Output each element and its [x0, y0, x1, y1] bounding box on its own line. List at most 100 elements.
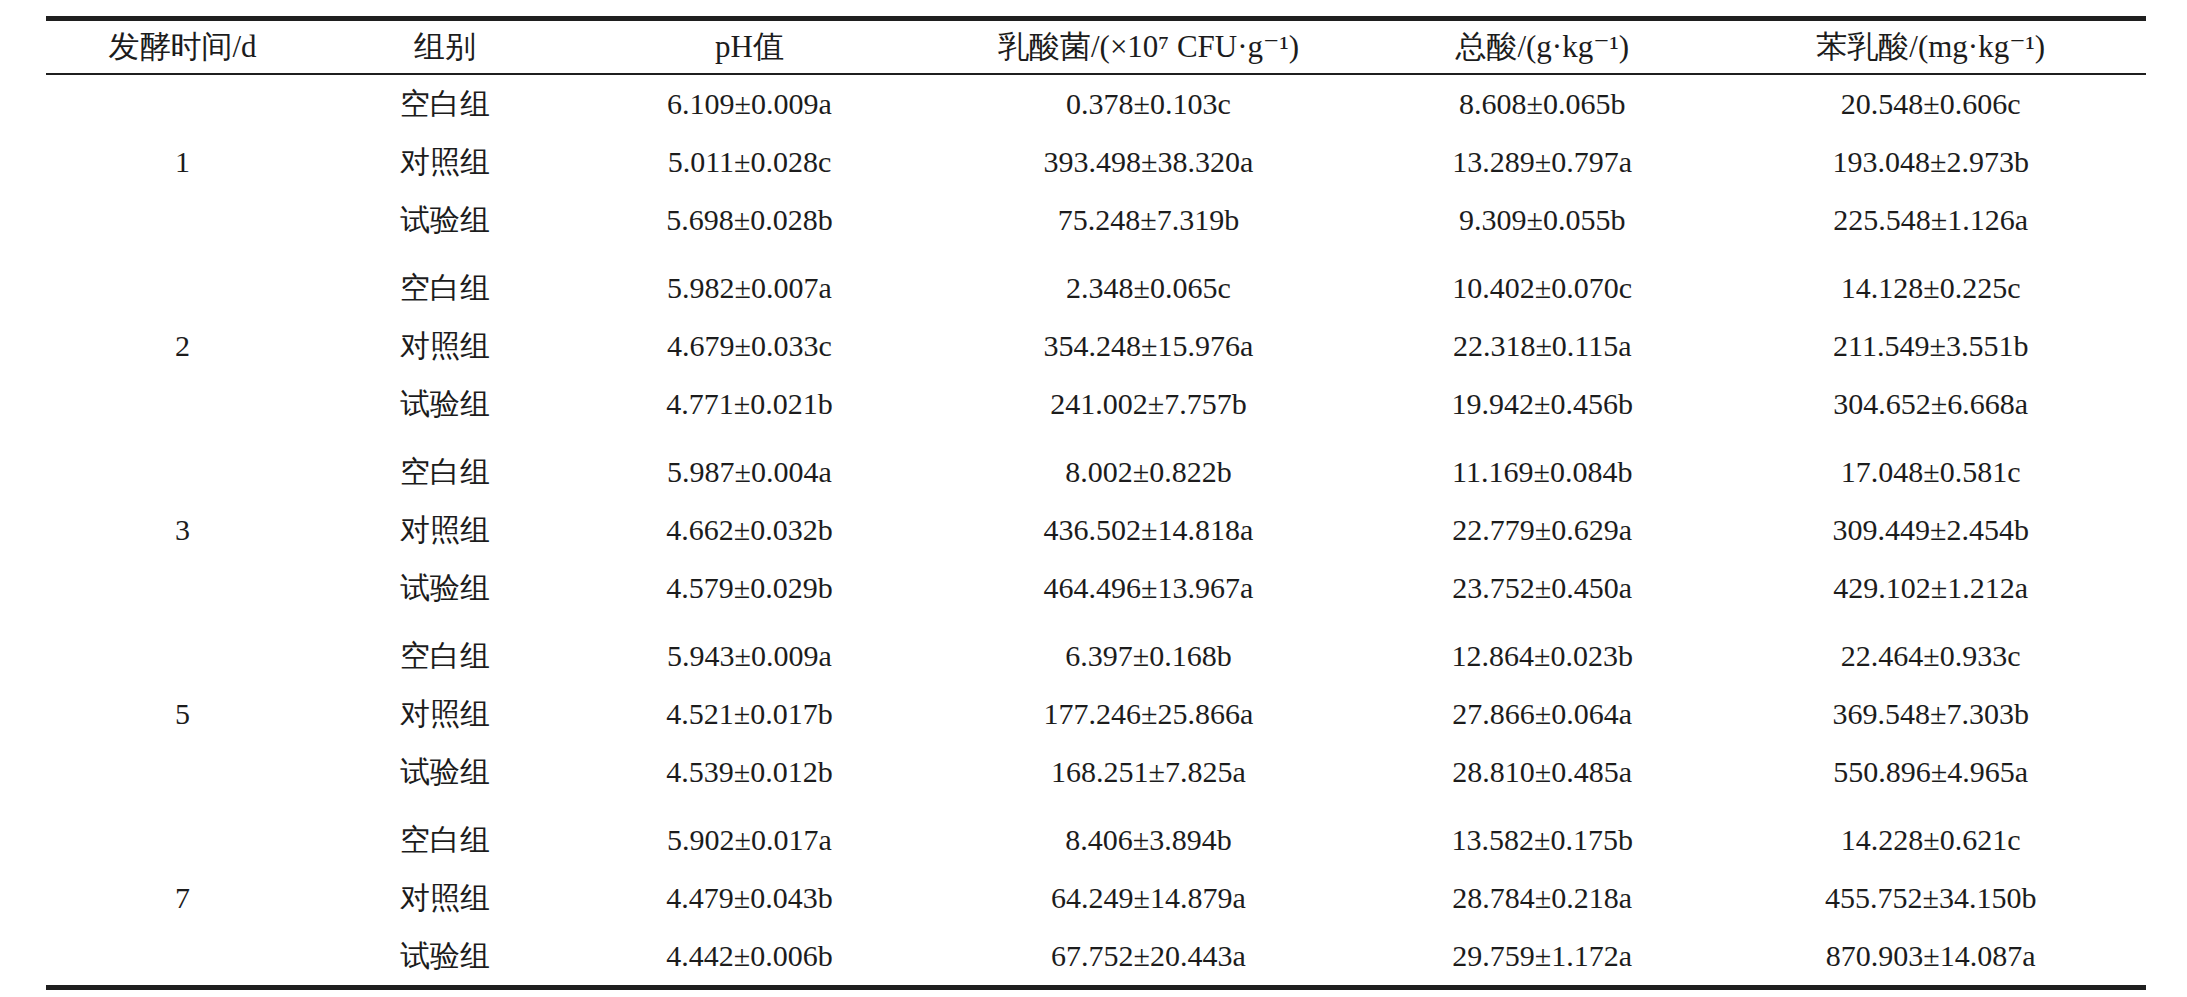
ph-cell: 5.982±0.007a	[571, 249, 928, 317]
table-row: 对照组 5.011±0.028c 393.498±38.320a 13.289±…	[46, 133, 2146, 191]
acid-cell: 28.784±0.218a	[1369, 869, 1716, 927]
ph-cell: 5.902±0.017a	[571, 801, 928, 869]
lab-cell: 168.251±7.825a	[928, 743, 1369, 801]
group-cell: 试验组	[319, 375, 571, 433]
day-cell: 7	[46, 801, 319, 988]
header-group: 组别	[319, 19, 571, 75]
table-row: 5 空白组 5.943±0.009a 6.397±0.168b 12.864±0…	[46, 617, 2146, 685]
ph-cell: 4.771±0.021b	[571, 375, 928, 433]
pla-cell: 193.048±2.973b	[1716, 133, 2147, 191]
header-row: 发酵时间/d 组别 pH值 乳酸菌/(×10⁷ CFU·g⁻¹) 总酸/(g·k…	[46, 19, 2146, 75]
group-cell: 对照组	[319, 501, 571, 559]
ph-cell: 4.662±0.032b	[571, 501, 928, 559]
lab-cell: 8.406±3.894b	[928, 801, 1369, 869]
acid-cell: 13.289±0.797a	[1369, 133, 1716, 191]
lab-cell: 0.378±0.103c	[928, 74, 1369, 133]
table-row: 试验组 4.539±0.012b 168.251±7.825a 28.810±0…	[46, 743, 2146, 801]
acid-cell: 19.942±0.456b	[1369, 375, 1716, 433]
acid-cell: 9.309±0.055b	[1369, 191, 1716, 249]
group-cell: 空白组	[319, 74, 571, 133]
acid-cell: 12.864±0.023b	[1369, 617, 1716, 685]
acid-cell: 13.582±0.175b	[1369, 801, 1716, 869]
lab-cell: 75.248±7.319b	[928, 191, 1369, 249]
pla-cell: 17.048±0.581c	[1716, 433, 2147, 501]
table-body: 1 空白组 6.109±0.009a 0.378±0.103c 8.608±0.…	[46, 74, 2146, 988]
table-row: 1 空白组 6.109±0.009a 0.378±0.103c 8.608±0.…	[46, 74, 2146, 133]
group-cell: 空白组	[319, 249, 571, 317]
table-row: 3 空白组 5.987±0.004a 8.002±0.822b 11.169±0…	[46, 433, 2146, 501]
pla-cell: 211.549±3.551b	[1716, 317, 2147, 375]
header-lactic-acid-bacteria: 乳酸菌/(×10⁷ CFU·g⁻¹)	[928, 19, 1369, 75]
header-total-acid: 总酸/(g·kg⁻¹)	[1369, 19, 1716, 75]
group-cell: 试验组	[319, 191, 571, 249]
group-cell: 空白组	[319, 433, 571, 501]
paper-table-page: 发酵时间/d 组别 pH值 乳酸菌/(×10⁷ CFU·g⁻¹) 总酸/(g·k…	[0, 0, 2187, 997]
ph-cell: 4.521±0.017b	[571, 685, 928, 743]
lab-cell: 8.002±0.822b	[928, 433, 1369, 501]
group-cell: 空白组	[319, 801, 571, 869]
pla-cell: 550.896±4.965a	[1716, 743, 2147, 801]
lab-cell: 393.498±38.320a	[928, 133, 1369, 191]
group-cell: 对照组	[319, 869, 571, 927]
lab-cell: 6.397±0.168b	[928, 617, 1369, 685]
group-cell: 对照组	[319, 317, 571, 375]
lab-cell: 64.249±14.879a	[928, 869, 1369, 927]
group-cell: 试验组	[319, 927, 571, 988]
acid-cell: 23.752±0.450a	[1369, 559, 1716, 617]
day-cell: 3	[46, 433, 319, 617]
table-row: 对照组 4.662±0.032b 436.502±14.818a 22.779±…	[46, 501, 2146, 559]
table-row: 7 空白组 5.902±0.017a 8.406±3.894b 13.582±0…	[46, 801, 2146, 869]
acid-cell: 10.402±0.070c	[1369, 249, 1716, 317]
header-phenyllactic-acid: 苯乳酸/(mg·kg⁻¹)	[1716, 19, 2147, 75]
table-row: 试验组 5.698±0.028b 75.248±7.319b 9.309±0.0…	[46, 191, 2146, 249]
ph-cell: 5.943±0.009a	[571, 617, 928, 685]
lab-cell: 67.752±20.443a	[928, 927, 1369, 988]
ph-cell: 5.698±0.028b	[571, 191, 928, 249]
table-row: 对照组 4.521±0.017b 177.246±25.866a 27.866±…	[46, 685, 2146, 743]
pla-cell: 22.464±0.933c	[1716, 617, 2147, 685]
pla-cell: 14.128±0.225c	[1716, 249, 2147, 317]
lab-cell: 464.496±13.967a	[928, 559, 1369, 617]
ph-cell: 4.442±0.006b	[571, 927, 928, 988]
day-cell: 5	[46, 617, 319, 801]
group-cell: 对照组	[319, 685, 571, 743]
acid-cell: 28.810±0.485a	[1369, 743, 1716, 801]
table-row: 2 空白组 5.982±0.007a 2.348±0.065c 10.402±0…	[46, 249, 2146, 317]
group-cell: 试验组	[319, 559, 571, 617]
ph-cell: 5.987±0.004a	[571, 433, 928, 501]
table-row: 对照组 4.479±0.043b 64.249±14.879a 28.784±0…	[46, 869, 2146, 927]
acid-cell: 11.169±0.084b	[1369, 433, 1716, 501]
lab-cell: 177.246±25.866a	[928, 685, 1369, 743]
ph-cell: 4.479±0.043b	[571, 869, 928, 927]
acid-cell: 8.608±0.065b	[1369, 74, 1716, 133]
group-cell: 试验组	[319, 743, 571, 801]
pla-cell: 225.548±1.126a	[1716, 191, 2147, 249]
pla-cell: 14.228±0.621c	[1716, 801, 2147, 869]
day-cell: 1	[46, 74, 319, 249]
pla-cell: 455.752±34.150b	[1716, 869, 2147, 927]
group-cell: 对照组	[319, 133, 571, 191]
acid-cell: 22.779±0.629a	[1369, 501, 1716, 559]
ph-cell: 4.679±0.033c	[571, 317, 928, 375]
table-row: 试验组 4.579±0.029b 464.496±13.967a 23.752±…	[46, 559, 2146, 617]
pla-cell: 870.903±14.087a	[1716, 927, 2147, 988]
header-ph: pH值	[571, 19, 928, 75]
fermentation-results-table: 发酵时间/d 组别 pH值 乳酸菌/(×10⁷ CFU·g⁻¹) 总酸/(g·k…	[46, 16, 2146, 990]
ph-cell: 4.579±0.029b	[571, 559, 928, 617]
group-cell: 空白组	[319, 617, 571, 685]
pla-cell: 429.102±1.212a	[1716, 559, 2147, 617]
pla-cell: 369.548±7.303b	[1716, 685, 2147, 743]
table-header: 发酵时间/d 组别 pH值 乳酸菌/(×10⁷ CFU·g⁻¹) 总酸/(g·k…	[46, 19, 2146, 75]
pla-cell: 20.548±0.606c	[1716, 74, 2147, 133]
table-row: 试验组 4.771±0.021b 241.002±7.757b 19.942±0…	[46, 375, 2146, 433]
acid-cell: 29.759±1.172a	[1369, 927, 1716, 988]
ph-cell: 5.011±0.028c	[571, 133, 928, 191]
lab-cell: 2.348±0.065c	[928, 249, 1369, 317]
table-row: 对照组 4.679±0.033c 354.248±15.976a 22.318±…	[46, 317, 2146, 375]
day-cell: 2	[46, 249, 319, 433]
ph-cell: 4.539±0.012b	[571, 743, 928, 801]
lab-cell: 354.248±15.976a	[928, 317, 1369, 375]
table-row: 试验组 4.442±0.006b 67.752±20.443a 29.759±1…	[46, 927, 2146, 988]
lab-cell: 241.002±7.757b	[928, 375, 1369, 433]
pla-cell: 309.449±2.454b	[1716, 501, 2147, 559]
